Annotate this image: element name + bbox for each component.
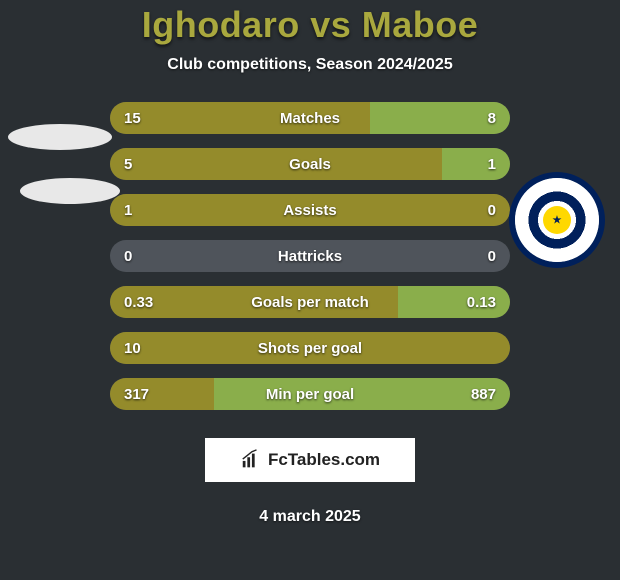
page-title: Ighodaro vs Maboe	[142, 4, 479, 46]
stat-row: 1Assists0	[110, 194, 510, 226]
stat-label: Goals	[110, 156, 510, 173]
stat-label: Goals per match	[110, 294, 510, 311]
bar-label-wrap: 1Assists0	[110, 194, 510, 226]
badge-inner: SUPERSPORT UNITED FC ★	[515, 178, 599, 262]
club-badge: SUPERSPORT UNITED FC ★	[509, 172, 605, 268]
stats-bars: 15Matches8 5Goals1 1Assists0 0Hattricks0 0.3…	[110, 102, 510, 410]
stat-row: 0Hattricks0	[110, 240, 510, 272]
stat-label: Shots per goal	[110, 340, 510, 357]
stat-row: 10Shots per goal	[110, 332, 510, 364]
svg-text:SUPERSPORT: SUPERSPORT	[522, 180, 592, 206]
stat-row: 0.33Goals per match0.13	[110, 286, 510, 318]
stat-label: Matches	[110, 110, 510, 127]
bar-label-wrap: 317Min per goal887	[110, 378, 510, 410]
stat-row: 5Goals1	[110, 148, 510, 180]
bar-label-wrap: 5Goals1	[110, 148, 510, 180]
bar-label-wrap: 0Hattricks0	[110, 240, 510, 272]
fctables-logo: FcTables.com	[205, 438, 415, 482]
stat-row: 317Min per goal887	[110, 378, 510, 410]
stat-label: Hattricks	[110, 248, 510, 265]
bar-label-wrap: 10Shots per goal	[110, 332, 510, 364]
bar-label-wrap: 0.33Goals per match0.13	[110, 286, 510, 318]
stat-label: Min per goal	[110, 386, 510, 403]
badge-center: ★	[543, 206, 571, 234]
bar-label-wrap: 15Matches8	[110, 102, 510, 134]
stat-label: Assists	[110, 202, 510, 219]
subtitle: Club competitions, Season 2024/2025	[167, 56, 452, 74]
logo-text: FcTables.com	[268, 450, 380, 470]
player-placeholder	[8, 124, 112, 150]
stat-row: 15Matches8	[110, 102, 510, 134]
chart-icon	[240, 449, 262, 471]
star-icon: ★	[553, 215, 562, 226]
player-placeholder	[20, 178, 120, 204]
svg-text:UNITED FC: UNITED FC	[527, 240, 586, 260]
date-text: 4 march 2025	[259, 508, 360, 526]
